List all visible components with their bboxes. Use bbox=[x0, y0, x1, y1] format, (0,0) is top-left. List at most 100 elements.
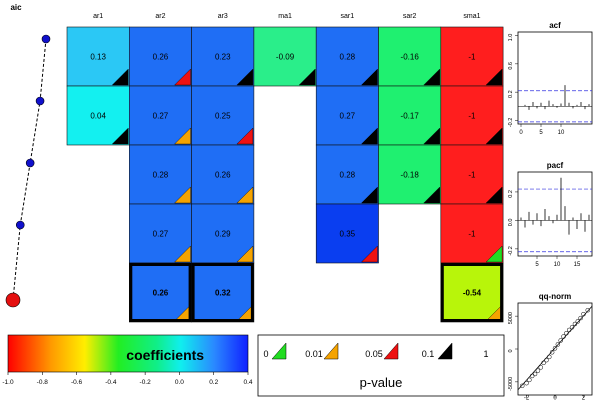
aic-point-2 bbox=[35, 96, 45, 106]
qq-point-16 bbox=[566, 327, 572, 333]
column-label-sar1: sar1 bbox=[341, 13, 355, 20]
aic-path-line bbox=[12, 38, 47, 301]
pacf-xtick-label-0: 5 bbox=[535, 262, 539, 268]
pvalue-marker-r3-ar3 bbox=[236, 245, 254, 263]
acf-ytick-label-0: -0.2 bbox=[508, 118, 514, 127]
qq-point-15 bbox=[564, 330, 569, 336]
column-label-sar2: sar2 bbox=[403, 13, 417, 20]
coef-label-r3-sar1: 0.35 bbox=[340, 230, 356, 239]
column-label-sma1: sma1 bbox=[463, 13, 480, 20]
qq-ytick-label-2: 5000 bbox=[508, 312, 514, 324]
coef-label-r0-sar2: -0.16 bbox=[401, 53, 420, 62]
qq-point-4 bbox=[532, 371, 538, 377]
aic-label: aic bbox=[10, 3, 22, 12]
selected-cell-border-sma1 bbox=[440, 263, 504, 322]
qq-xtick-label-0: -2 bbox=[524, 396, 530, 400]
qq-point-9 bbox=[547, 354, 552, 360]
qq-point-22 bbox=[585, 307, 590, 313]
heat-cell-r0-sar2 bbox=[378, 26, 442, 87]
coef-label-r1-ar1: 0.04 bbox=[90, 112, 106, 121]
qq-ytick-label-1: 0 bbox=[508, 349, 514, 352]
pvalue-marker-r0-sar2 bbox=[423, 68, 440, 86]
pvalue-marker-r0-ar3 bbox=[236, 68, 254, 86]
coef-label-r1-sma1: -1 bbox=[468, 112, 476, 121]
coef-label-r0-ar2: 0.26 bbox=[153, 53, 169, 62]
coef-label-r0-ma1: -0.09 bbox=[276, 53, 295, 62]
aic-point-5 bbox=[5, 292, 21, 308]
column-label-ma1: ma1 bbox=[278, 13, 292, 20]
qq-point-7 bbox=[541, 360, 546, 366]
pvalue-marker-r3-sma1 bbox=[485, 245, 503, 263]
pacf-ytick-label-0: -0.2 bbox=[508, 246, 514, 255]
heat-cell-r2-ar2 bbox=[129, 144, 192, 205]
pvalue-marker-r2-ar2 bbox=[174, 186, 191, 204]
qq-point-0 bbox=[520, 383, 525, 389]
qq-point-1 bbox=[524, 380, 529, 386]
pacf-ytick-label-2: 0.2 bbox=[508, 190, 514, 198]
coef-label-r1-sar2: -0.17 bbox=[401, 112, 420, 121]
colorbar-tick-label-0: -1.0 bbox=[2, 379, 14, 386]
pvalue-marker-r2-sma1 bbox=[485, 186, 503, 204]
heat-cell-r2-sar2 bbox=[378, 144, 442, 205]
acf-xtick-label-0: 0 bbox=[519, 130, 523, 136]
colorbar-tick-label-4: -0.2 bbox=[140, 379, 152, 386]
qq-point-13 bbox=[558, 338, 563, 343]
pacf-ytick-label-1: 0.0 bbox=[508, 219, 514, 227]
coef-label-r0-sar1: 0.28 bbox=[340, 53, 356, 62]
qq-point-2 bbox=[527, 377, 532, 383]
pvalue-marker-r1-ar3 bbox=[236, 127, 254, 145]
column-label-ar3: ar3 bbox=[218, 13, 228, 20]
pvalue-marker-r0-ar1 bbox=[111, 68, 129, 86]
heat-cell-r2-ar3 bbox=[191, 144, 255, 205]
qq-point-5 bbox=[535, 368, 541, 373]
aic-point-4 bbox=[15, 220, 25, 230]
qq-norm-title: qq-norm bbox=[539, 292, 571, 301]
pvalue-marker-r0-ma1 bbox=[298, 68, 316, 86]
qq-point-12 bbox=[555, 342, 561, 347]
qq-point-6 bbox=[538, 365, 544, 370]
acf-title: acf bbox=[549, 21, 561, 30]
colorbar-tick-label-6: 0.2 bbox=[209, 379, 218, 386]
pvalue-marker-r2-sar2 bbox=[423, 186, 440, 204]
qq-point-10 bbox=[549, 350, 555, 355]
pvalue-marker-r1-ar2 bbox=[174, 127, 191, 145]
pvalue-swatch-3 bbox=[437, 342, 453, 360]
qq-xtick-label-2: 2 bbox=[582, 396, 586, 400]
colorbar bbox=[7, 334, 249, 373]
heat-cell-r3-sar1 bbox=[315, 203, 379, 264]
acf-frame bbox=[517, 31, 593, 125]
coef-label-r1-ar3: 0.25 bbox=[215, 112, 231, 121]
pacf-xtick-label-1: 10 bbox=[554, 262, 561, 268]
pvalue-marker-r1-ar1 bbox=[111, 127, 129, 145]
pvalue-swatch-2 bbox=[383, 342, 399, 360]
coef-label-r1-ar2: 0.27 bbox=[153, 112, 169, 121]
coef-label-r0-ar1: 0.13 bbox=[90, 53, 106, 62]
coef-label-r2-sma1: -1 bbox=[468, 171, 476, 180]
coef-label-r2-ar2: 0.28 bbox=[153, 171, 169, 180]
acf-xtick-label-2: 10 bbox=[558, 130, 565, 136]
pvalue-marker-r3-sar1 bbox=[361, 245, 378, 263]
colorbar-tick-label-3: -0.4 bbox=[105, 379, 117, 386]
qq-norm-frame bbox=[517, 302, 593, 396]
coef-label-r3-ar3: 0.29 bbox=[215, 230, 231, 239]
pvalue-break-3: 0.1 bbox=[422, 349, 435, 359]
heat-cell-r1-ar2 bbox=[129, 85, 192, 146]
pacf-xtick-label-2: 15 bbox=[574, 262, 581, 268]
coef-label-r1-sar1: 0.27 bbox=[340, 112, 356, 121]
pvalue-legend-label: p-value bbox=[360, 375, 403, 390]
aic-point-3 bbox=[25, 158, 35, 168]
pacf-frame bbox=[517, 171, 593, 257]
pvalue-swatch-1 bbox=[323, 342, 339, 360]
pvalue-marker-r0-sar1 bbox=[361, 68, 378, 86]
colorbar-label: coefficients bbox=[126, 347, 204, 363]
pvalue-marker-r1-sar1 bbox=[361, 127, 378, 145]
heat-cell-r3-ar3 bbox=[191, 203, 255, 264]
heat-cell-r0-sma1 bbox=[440, 26, 504, 87]
coef-label-r2-ar3: 0.26 bbox=[215, 171, 231, 180]
coef-label-r4-ar2: 0.26 bbox=[153, 289, 169, 298]
qq-xtick-label-1: 0 bbox=[553, 396, 557, 400]
pvalue-break-0: 0 bbox=[263, 349, 268, 359]
heat-cell-r2-sar1 bbox=[315, 144, 379, 205]
qq-point-8 bbox=[544, 357, 549, 363]
